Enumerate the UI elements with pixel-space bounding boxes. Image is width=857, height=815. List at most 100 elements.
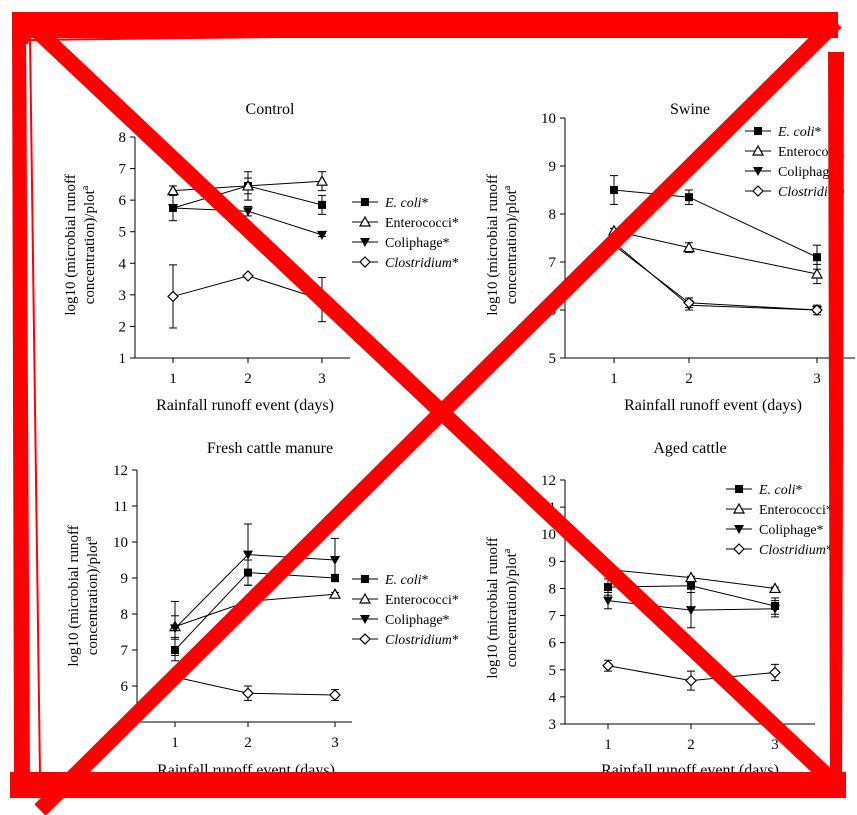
y-tick-label: 6 (549, 636, 557, 652)
legend-swatch-marker (732, 502, 746, 514)
data-point (769, 666, 781, 679)
y-tick-label: 9 (549, 554, 557, 570)
x-tick-label: 2 (244, 371, 252, 387)
y-tick-label: 7 (119, 162, 127, 178)
legend-swatch-marker (735, 485, 743, 493)
x-axis-label: Rainfall runoff event (days) (624, 397, 802, 414)
data-point (768, 582, 782, 594)
y-tick-label: 8 (121, 607, 129, 623)
legend-label: Enterococci* (385, 216, 459, 231)
legend-item: E. coli* (726, 483, 803, 498)
y-axis-label: log10 (microbial runoff concentration)/pl… (63, 174, 98, 315)
chart-title: Aged cattle (653, 440, 726, 457)
y-axis-label-line2: concentration)/plota (502, 185, 520, 304)
y-tick-label: 4 (549, 690, 557, 706)
data-point (685, 674, 697, 687)
y-tick-label: 6 (121, 679, 129, 695)
y-tick-label: 5 (119, 225, 127, 241)
legend-item: Clostridium (745, 185, 845, 200)
data-point (315, 174, 329, 186)
legend-label: Clostridium* (759, 543, 833, 558)
data-point (810, 267, 824, 279)
y-tick-label: 9 (121, 571, 129, 587)
y-tick-label: 12 (113, 463, 128, 479)
series-line (174, 572, 336, 651)
legend-item: Coliphage* (726, 523, 824, 538)
y-axis-label-line1: log10 (microbial runoff (63, 174, 79, 315)
data-point (813, 253, 821, 262)
legend-swatch-marker (359, 256, 371, 268)
legend-label: E. coli* (758, 483, 803, 498)
data-point (685, 193, 693, 202)
y-tick-label: 10 (541, 527, 556, 543)
legend-label: Coliphage* (759, 523, 824, 538)
legend-swatch-marker (359, 633, 371, 645)
series-coliphage (170, 523, 340, 656)
y-tick-label: 6 (119, 193, 127, 209)
legend-swatch-marker (361, 198, 369, 206)
data-point (317, 230, 327, 240)
y-tick-label: 11 (114, 499, 128, 515)
legend-item: Coliphage* (352, 613, 450, 628)
x-tick-label: 3 (813, 371, 821, 387)
x-axis-label: Rainfall runoff event (days) (156, 397, 334, 414)
y-tick-label: 4 (119, 256, 127, 272)
series-clostridium (608, 239, 823, 316)
data-point (170, 624, 180, 634)
chart-title: Control (246, 101, 295, 118)
x-tick-label: 1 (171, 735, 179, 751)
data-point (329, 689, 341, 701)
data-point (243, 207, 253, 217)
y-axis-label-line1: log10 (microbial runoff (485, 537, 501, 678)
series-clostridium (602, 659, 781, 691)
legend-item: Enterococci (745, 144, 845, 160)
legend-swatch-marker (751, 144, 765, 156)
chart-title: Swine (670, 101, 710, 118)
y-tick-label: 7 (549, 609, 557, 625)
legend-label: Coliphage* (385, 613, 450, 628)
x-tick-label: 3 (318, 371, 326, 387)
series-line (174, 676, 336, 696)
y-tick-label: 2 (119, 319, 127, 335)
y-tick-label: 1 (119, 351, 127, 367)
series-coliphage (168, 204, 327, 240)
series-clostridium (169, 671, 341, 701)
data-point (687, 581, 695, 590)
legend-swatch-marker (360, 615, 370, 624)
y-tick-label: 10 (541, 111, 556, 127)
series-line (613, 244, 818, 311)
series-line (613, 189, 818, 258)
legend-label: Clostridium (778, 185, 845, 200)
legend-label: E. coli* (384, 196, 429, 211)
data-point (603, 596, 613, 606)
y-tick-label: 5 (549, 663, 557, 679)
legend-label: E. coli* (384, 573, 429, 588)
legend-item: Enterococci* (726, 502, 833, 518)
data-point (242, 270, 254, 282)
legend-item: Coliphage* (352, 236, 450, 251)
x-tick-label: 2 (687, 737, 695, 753)
data-point (243, 550, 253, 560)
chart-panel-2: Swine5678910123Rainfall runoff event (da… (485, 101, 855, 414)
data-point (610, 186, 618, 194)
y-tick-label: 7 (549, 255, 557, 271)
red-cross-overlay (10, 12, 846, 815)
series-enterococci (607, 224, 824, 285)
x-tick-label: 1 (604, 737, 612, 753)
data-point (684, 571, 698, 583)
legend-item: Coliphage (745, 165, 836, 180)
red-frame-right (828, 52, 844, 798)
y-tick-label: 8 (549, 581, 557, 597)
y-axis-label: log10 (microbial runoff concentration)/pl… (485, 174, 520, 315)
legend-label: Clostridium* (385, 256, 459, 271)
x-tick-label: 1 (169, 371, 177, 387)
legend-swatch-marker (358, 215, 372, 227)
y-axis-label-line1: log10 (microbial runoff (485, 174, 501, 315)
legend-swatch-marker (734, 525, 744, 534)
data-point (328, 587, 342, 599)
data-point (166, 184, 180, 196)
data-point (682, 241, 696, 253)
y-axis-label-line1: log10 (microbial runoff (66, 525, 82, 666)
x-tick-label: 3 (331, 735, 339, 751)
legend-label: Coliphage (778, 165, 836, 180)
